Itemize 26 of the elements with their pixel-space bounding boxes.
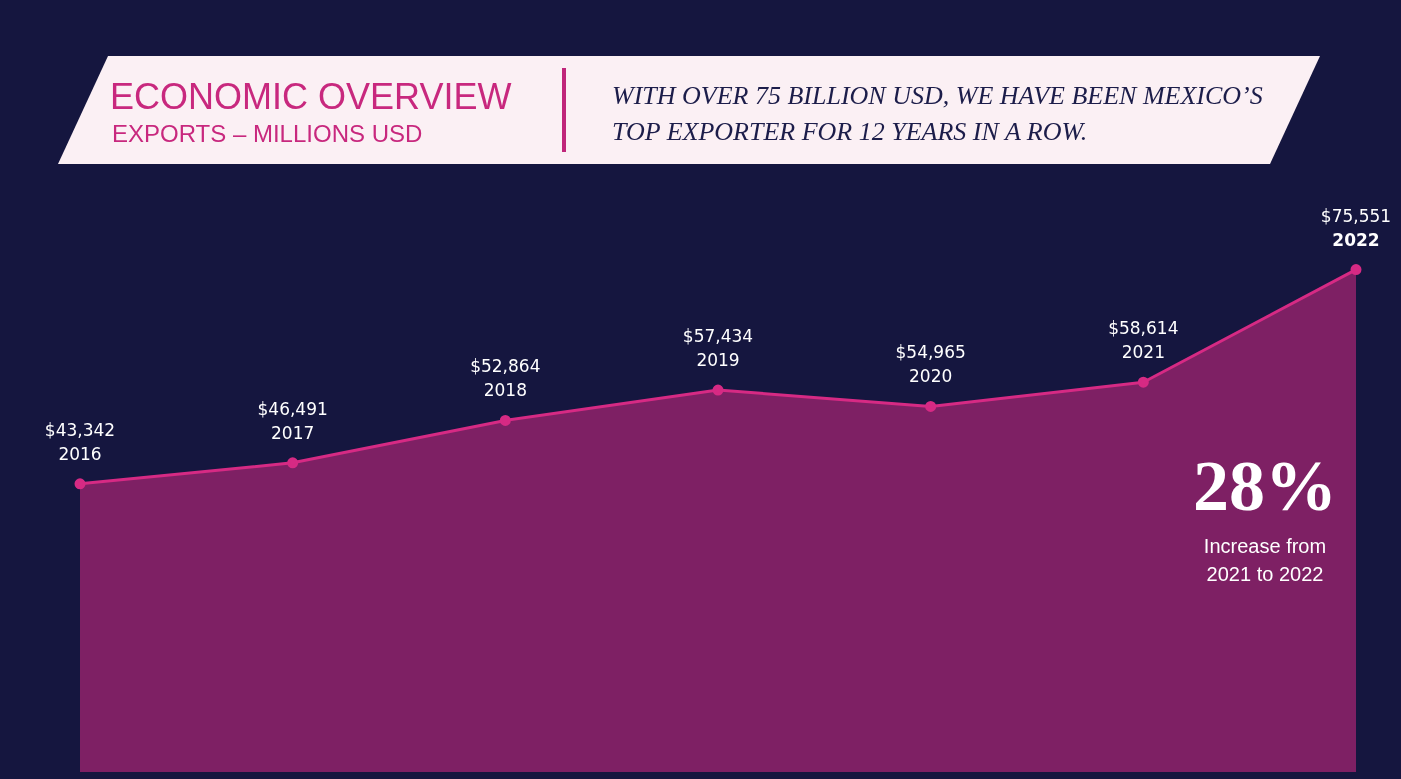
x-tick-label: 2021	[1121, 342, 1165, 363]
data-label: $54,965	[895, 342, 966, 363]
point	[74, 478, 86, 490]
data-label: $43,342	[44, 419, 116, 440]
annotation: 28%	[1192, 445, 1338, 528]
data-label: $75,551	[1320, 205, 1392, 226]
x-tick-label: 2016	[58, 443, 102, 464]
point	[499, 414, 511, 426]
data-label: $57,434	[682, 326, 754, 347]
text: WITH OVER 75 BILLION USD, WE HAVE BEEN MEXICO’S TOP EXPORTER FOR 12 YEARS IN A ROW.	[612, 80, 1264, 148]
data-label: $58,614	[1108, 318, 1179, 339]
x-tick-label: 2022	[1332, 229, 1380, 250]
x-tick-label: 2020	[909, 366, 953, 387]
x-tick-label: 2017	[271, 422, 315, 443]
chart-subtitle: EXPORTS – MILLIONS USD	[112, 120, 423, 148]
data-label: $52,864	[470, 356, 541, 377]
chart-title: ECONOMIC OVERVIEW	[110, 76, 512, 118]
x-tick-label: 2019	[696, 350, 740, 371]
point	[925, 400, 937, 412]
point	[712, 384, 724, 396]
point	[1350, 264, 1362, 276]
point	[287, 457, 299, 469]
annotation: Increase from 2021 to 2022	[1202, 534, 1328, 587]
data-label: $46,491	[257, 398, 328, 419]
x-tick-label: 2018	[483, 380, 527, 401]
point	[1137, 376, 1149, 388]
